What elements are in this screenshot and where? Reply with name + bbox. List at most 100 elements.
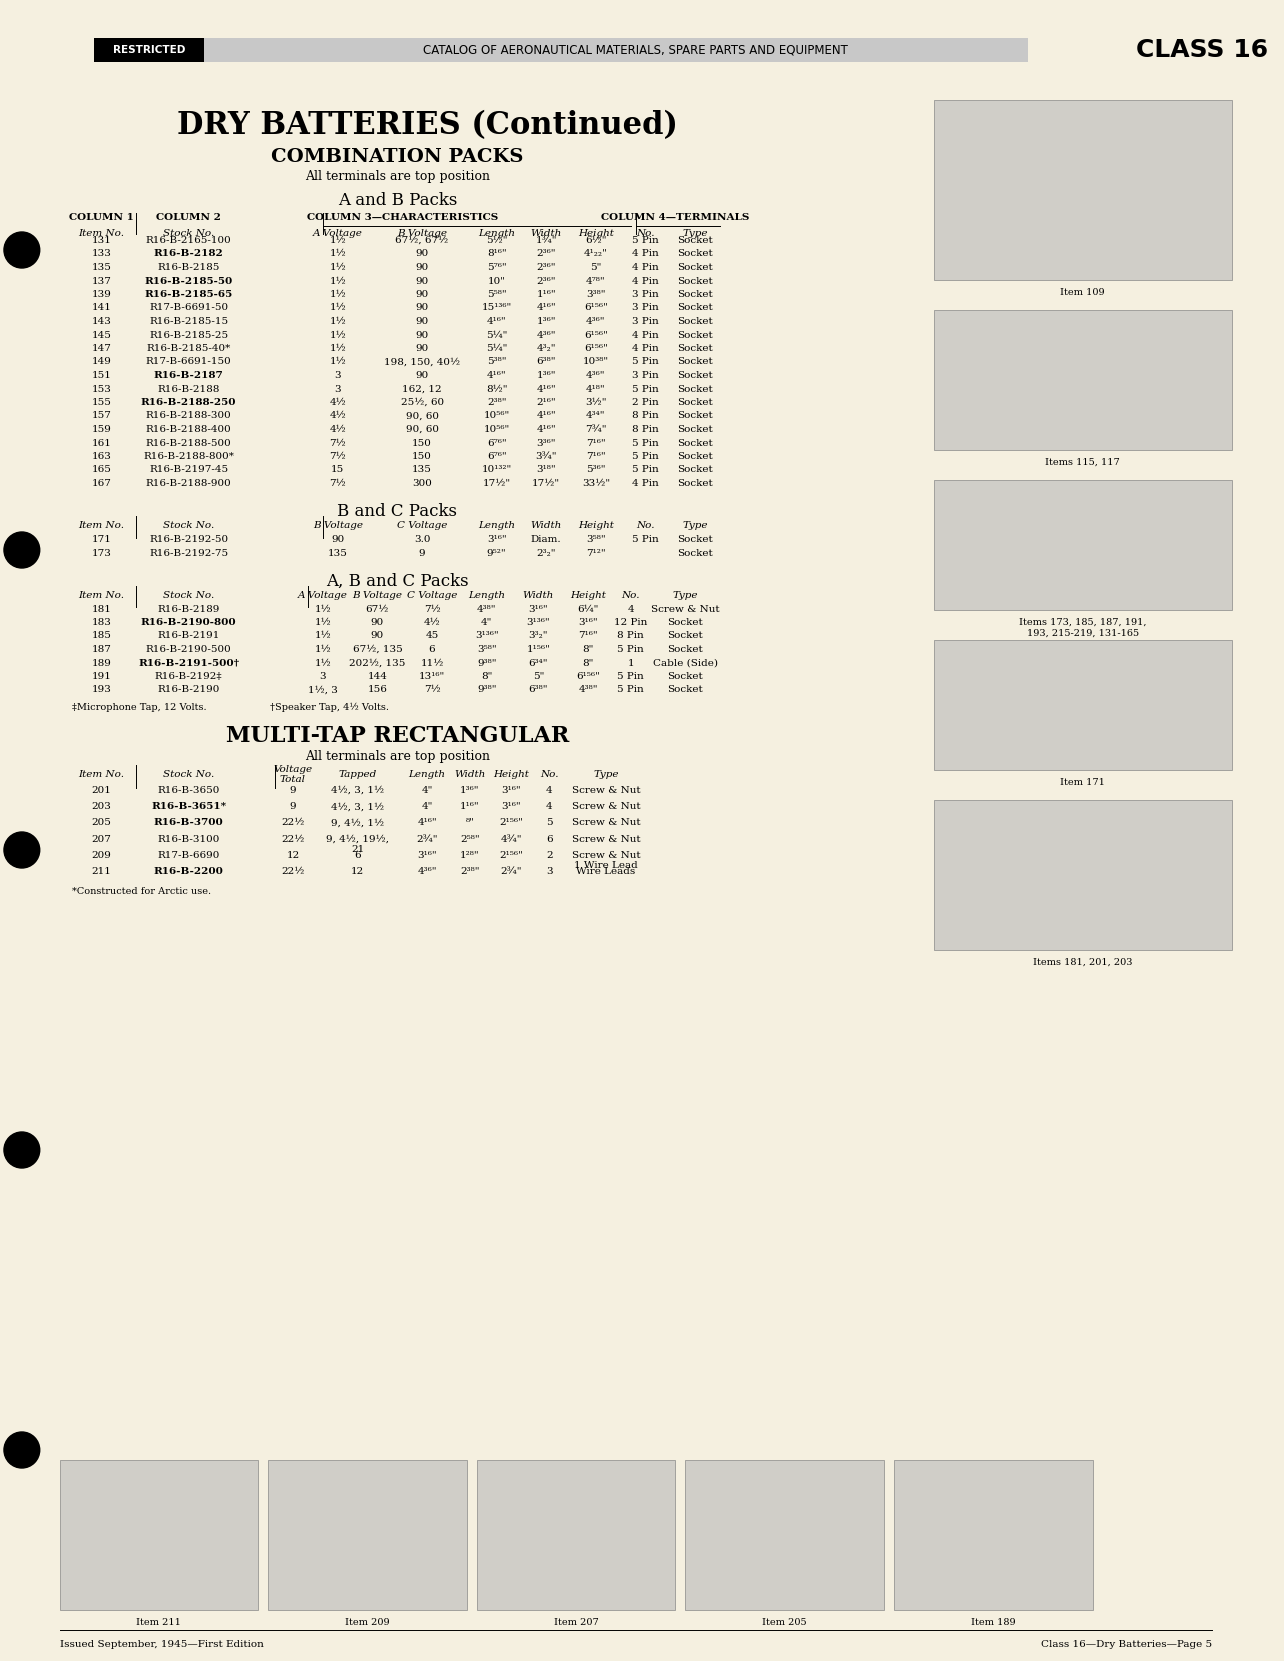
Text: Width: Width: [530, 520, 562, 530]
Text: Item 109: Item 109: [1061, 287, 1106, 297]
Text: 4³⁶": 4³⁶": [587, 370, 606, 380]
Text: 90, 60: 90, 60: [406, 425, 439, 434]
Text: COLUMN 2: COLUMN 2: [157, 213, 221, 223]
Text: 90: 90: [416, 291, 429, 299]
Text: Stock No.: Stock No.: [163, 229, 214, 238]
Text: 90: 90: [416, 262, 429, 272]
Text: R17-B-6691-150: R17-B-6691-150: [146, 357, 231, 367]
Text: Socket: Socket: [678, 425, 713, 434]
Text: 7½: 7½: [424, 686, 440, 694]
Text: R16-B-2185: R16-B-2185: [158, 262, 220, 272]
FancyBboxPatch shape: [59, 1460, 258, 1610]
Text: 12 Pin: 12 Pin: [614, 618, 647, 626]
Text: 22½: 22½: [281, 819, 304, 827]
Text: 3.0: 3.0: [413, 535, 430, 545]
Text: Socket: Socket: [678, 304, 713, 312]
Text: Socket: Socket: [678, 550, 713, 558]
Text: Height: Height: [578, 520, 614, 530]
Text: 3 Pin: 3 Pin: [632, 317, 659, 326]
Text: 2³⁶": 2³⁶": [537, 262, 556, 272]
Text: 4 Pin: 4 Pin: [632, 344, 659, 354]
Text: 4: 4: [628, 605, 634, 613]
Text: 4½, 3, 1½: 4½, 3, 1½: [331, 802, 384, 811]
Text: 8": 8": [482, 673, 492, 681]
Text: 4 Pin: 4 Pin: [632, 331, 659, 339]
Text: 3: 3: [320, 673, 326, 681]
Text: 6⁷⁶": 6⁷⁶": [487, 439, 506, 447]
Text: No.: No.: [637, 229, 655, 238]
Text: 3: 3: [334, 384, 342, 394]
FancyBboxPatch shape: [894, 1460, 1093, 1610]
Text: 3 Pin: 3 Pin: [632, 304, 659, 312]
Text: 2¹⁵⁶": 2¹⁵⁶": [499, 819, 524, 827]
Text: 4½, 3, 1½: 4½, 3, 1½: [331, 786, 384, 796]
Text: Socket: Socket: [678, 535, 713, 545]
Text: 4¹⁶": 4¹⁶": [487, 370, 506, 380]
Text: 90: 90: [331, 535, 344, 545]
Text: Wire Leads: Wire Leads: [577, 867, 636, 875]
Text: R16-B-2182: R16-B-2182: [154, 249, 223, 259]
Text: 153: 153: [91, 384, 112, 394]
Text: COMBINATION PACKS: COMBINATION PACKS: [271, 148, 524, 166]
Text: 201: 201: [91, 786, 112, 796]
Circle shape: [4, 233, 40, 267]
FancyBboxPatch shape: [933, 311, 1231, 450]
Text: Length: Length: [478, 229, 515, 238]
Text: 11½: 11½: [420, 658, 444, 668]
Text: 4½: 4½: [424, 618, 440, 626]
Text: Socket: Socket: [678, 452, 713, 462]
Text: Stock No.: Stock No.: [163, 591, 214, 600]
Text: 1¾": 1¾": [535, 236, 557, 246]
Text: 1³⁶": 1³⁶": [537, 317, 556, 326]
Text: 6¹⁵⁶": 6¹⁵⁶": [584, 344, 607, 354]
Text: 144: 144: [367, 673, 388, 681]
Text: 10⁵⁶": 10⁵⁶": [484, 412, 510, 420]
Text: 7¹²": 7¹²": [586, 550, 606, 558]
Text: R16-B-2190-500: R16-B-2190-500: [146, 644, 231, 654]
Text: 4½: 4½: [329, 425, 347, 434]
Text: 1½: 1½: [329, 291, 347, 299]
Text: Width: Width: [530, 229, 562, 238]
Text: †Speaker Tap, 4½ Volts.: †Speaker Tap, 4½ Volts.: [270, 703, 389, 713]
Text: R16-B-3100: R16-B-3100: [158, 834, 220, 844]
Text: 1½: 1½: [315, 605, 331, 613]
Text: 9, 4½, 1½: 9, 4½, 1½: [331, 819, 384, 827]
Text: 137: 137: [91, 276, 112, 286]
Text: 10": 10": [488, 276, 506, 286]
Text: Length: Length: [478, 520, 515, 530]
Text: Screw & Nut: Screw & Nut: [571, 786, 641, 796]
Text: R16-B-2188-250: R16-B-2188-250: [141, 399, 236, 407]
Text: 4¾": 4¾": [501, 834, 523, 844]
Text: 159: 159: [91, 425, 112, 434]
FancyBboxPatch shape: [94, 38, 1028, 61]
Text: 3½": 3½": [586, 399, 606, 407]
Text: 3³⁸": 3³⁸": [587, 291, 606, 299]
Text: 17½": 17½": [532, 478, 560, 488]
Text: 161: 161: [91, 439, 112, 447]
Text: 67½: 67½: [366, 605, 389, 613]
Text: 189: 189: [91, 658, 112, 668]
Text: Screw & Nut
1 Wire Lead: Screw & Nut 1 Wire Lead: [571, 850, 641, 870]
Text: 4¹⁸": 4¹⁸": [586, 384, 606, 394]
Text: 90: 90: [371, 631, 384, 641]
Text: 8¹⁶": 8¹⁶": [487, 249, 506, 259]
Text: 5: 5: [546, 819, 552, 827]
Text: 1½: 1½: [329, 304, 347, 312]
Text: 162, 12: 162, 12: [402, 384, 442, 394]
FancyBboxPatch shape: [686, 1460, 883, 1610]
Text: 2¹⁵⁶": 2¹⁵⁶": [499, 850, 524, 860]
Text: 205: 205: [91, 819, 112, 827]
Text: R16-B-2190: R16-B-2190: [158, 686, 220, 694]
Text: 173: 173: [91, 550, 112, 558]
Text: Socket: Socket: [668, 618, 704, 626]
Text: Item No.: Item No.: [78, 229, 125, 238]
Text: 4¹⁶": 4¹⁶": [537, 384, 556, 394]
Text: 25½, 60: 25½, 60: [401, 399, 444, 407]
Text: 90: 90: [416, 317, 429, 326]
Text: B Voltage: B Voltage: [352, 591, 402, 600]
Text: 8": 8": [583, 658, 593, 668]
Text: 1³⁶": 1³⁶": [460, 786, 479, 796]
Text: 5 Pin: 5 Pin: [632, 357, 659, 367]
Text: 155: 155: [91, 399, 112, 407]
Text: 135: 135: [327, 550, 348, 558]
